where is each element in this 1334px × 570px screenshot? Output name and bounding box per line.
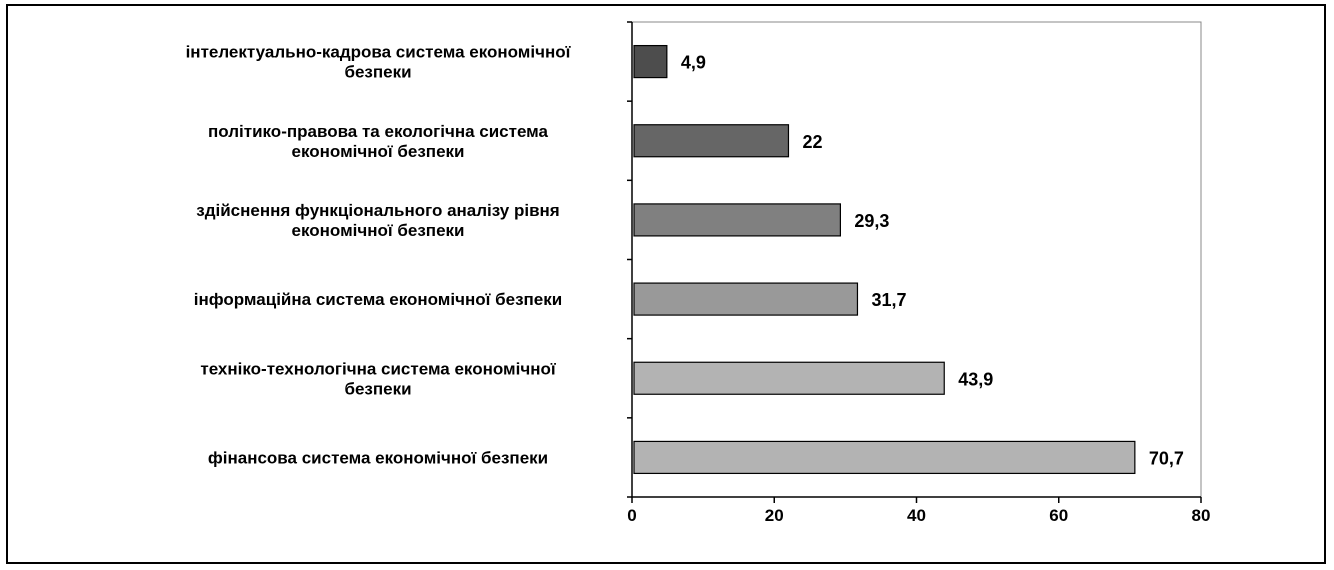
category-label: інформаційна система економічної безпеки <box>194 290 562 309</box>
plot-area <box>631 21 1202 498</box>
bar <box>633 124 790 158</box>
data-label: 22 <box>802 132 822 152</box>
category-label: інтелектуально-кадрова система економічн… <box>186 43 572 62</box>
bar <box>633 203 841 237</box>
bar <box>633 282 859 316</box>
category-label: безпеки <box>344 379 411 398</box>
category-label: техніко-технологічна система економічної <box>200 359 556 378</box>
bar <box>633 440 1136 475</box>
category-label: здійснення функціонального аналізу рівня <box>196 201 559 220</box>
category-label: економічної безпеки <box>292 221 465 240</box>
bar <box>633 361 945 395</box>
x-tick-label: 20 <box>765 506 784 525</box>
category-label: політико-правова та екологічна система <box>208 122 549 141</box>
data-label: 29,3 <box>854 211 889 231</box>
category-label: фінансова система економічної безпеки <box>208 448 548 467</box>
data-label: 43,9 <box>958 369 993 389</box>
x-tick-label: 40 <box>907 506 926 525</box>
data-label: 31,7 <box>871 290 906 310</box>
category-label: економічної безпеки <box>292 142 465 161</box>
x-tick-label: 0 <box>627 506 636 525</box>
bar <box>633 44 668 79</box>
data-label: 70,7 <box>1149 448 1184 468</box>
x-tick-label: 60 <box>1049 506 1068 525</box>
x-tick-label: 80 <box>1192 506 1211 525</box>
category-label: безпеки <box>344 63 411 82</box>
data-label: 4,9 <box>681 53 706 73</box>
